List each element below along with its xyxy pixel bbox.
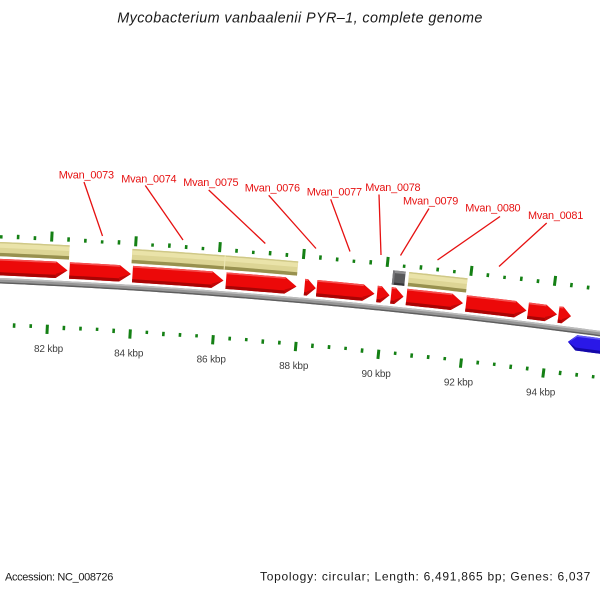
- svg-text:86 kbp: 86 kbp: [197, 354, 227, 365]
- svg-text:Mvan_0081: Mvan_0081: [528, 210, 583, 222]
- svg-text:82 kbp: 82 kbp: [34, 344, 64, 355]
- svg-text:84 kbp: 84 kbp: [114, 349, 144, 360]
- svg-text:Topology: circular; Length: 6,: Topology: circular; Length: 6,491,865 bp…: [260, 570, 591, 584]
- svg-text:Mvan_0080: Mvan_0080: [465, 203, 520, 215]
- svg-text:Mvan_0075: Mvan_0075: [183, 177, 238, 189]
- svg-text:Accession: NC_008726: Accession: NC_008726: [5, 572, 113, 584]
- svg-text:94 kbp: 94 kbp: [526, 388, 556, 399]
- svg-text:Mvan_0077: Mvan_0077: [307, 187, 362, 199]
- svg-text:Mvan_0079: Mvan_0079: [403, 195, 458, 207]
- svg-text:Mvan_0073: Mvan_0073: [59, 170, 114, 182]
- svg-text:Mvan_0078: Mvan_0078: [365, 182, 420, 194]
- svg-text:90 kbp: 90 kbp: [362, 369, 392, 380]
- svg-text:Mycobacterium vanbaalenii PYR–: Mycobacterium vanbaalenii PYR–1, complet…: [117, 11, 483, 27]
- svg-text:88 kbp: 88 kbp: [279, 361, 309, 372]
- svg-text:Mvan_0076: Mvan_0076: [245, 183, 300, 195]
- svg-text:Mvan_0074: Mvan_0074: [121, 173, 176, 185]
- svg-text:92 kbp: 92 kbp: [444, 378, 474, 389]
